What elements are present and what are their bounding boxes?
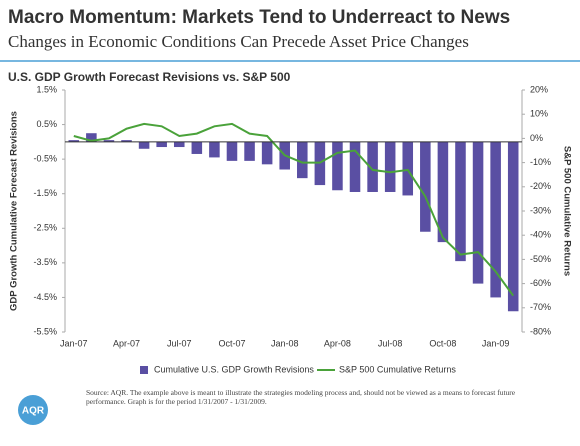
y-tick-label: -2.5% <box>33 223 57 233</box>
source-note: Source: AQR. The example above is meant … <box>86 388 516 406</box>
bar <box>86 133 97 142</box>
y2-axis-title: S&P 500 Cumulative Returns <box>561 146 572 276</box>
bar <box>244 141 255 161</box>
bar <box>332 141 343 191</box>
bar <box>384 141 396 192</box>
y-tick-label: 0.5% <box>36 119 57 129</box>
bar <box>209 141 220 158</box>
legend-swatch <box>140 366 148 374</box>
bar <box>68 140 80 142</box>
y-axis-title: GDP Growth Cumulative Forecast Revisions <box>9 111 20 311</box>
bar <box>490 141 501 298</box>
bar <box>507 141 519 312</box>
y2-tick-label: -30% <box>530 205 551 215</box>
bar <box>173 141 185 148</box>
x-tick-label: Jul-08 <box>378 338 403 348</box>
bar <box>191 141 203 154</box>
y2-tick-label: -40% <box>530 230 551 240</box>
y2-tick-label: 20% <box>530 84 548 94</box>
legend-label: S&P 500 Cumulative Returns <box>339 364 456 374</box>
bar <box>472 141 484 284</box>
page-subtitle: Changes in Economic Conditions Can Prece… <box>8 32 469 51</box>
chart-title: U.S. GDP Growth Forecast Revisions vs. S… <box>8 70 291 84</box>
y-tick-label: -5.5% <box>33 326 57 336</box>
bar <box>349 141 361 192</box>
bar <box>156 141 167 148</box>
line <box>73 122 515 297</box>
x-tick-label: Apr-08 <box>324 338 351 348</box>
page-title: Macro Momentum: Markets Tend to Underrea… <box>8 7 510 28</box>
bar <box>138 141 150 149</box>
bar <box>121 140 132 142</box>
bar <box>402 141 414 196</box>
y-tick-label: 1.5% <box>36 84 57 94</box>
y-tick-label: -4.5% <box>33 292 57 302</box>
y2-tick-label: -70% <box>530 302 551 312</box>
y2-tick-label: 0% <box>530 133 543 143</box>
y2-tick-label: 10% <box>530 109 548 119</box>
bar <box>297 141 308 179</box>
x-tick-label: Oct-08 <box>429 338 456 348</box>
y2-tick-label: -10% <box>530 157 551 167</box>
y2-tick-label: -80% <box>530 326 551 336</box>
y2-tick-label: -20% <box>530 181 551 191</box>
y-tick-label: -0.5% <box>33 154 57 164</box>
x-tick-label: Jan-08 <box>271 338 299 348</box>
x-tick-label: Jul-07 <box>167 338 192 348</box>
y-tick-label: -3.5% <box>33 257 57 267</box>
bar <box>367 141 378 192</box>
x-tick-label: Jan-07 <box>60 338 88 348</box>
y2-tick-label: -60% <box>530 278 551 288</box>
y2-tick-label: -50% <box>530 254 551 264</box>
bar <box>455 141 466 262</box>
logo <box>18 395 48 425</box>
bar <box>420 141 431 232</box>
x-tick-label: Apr-07 <box>113 338 140 348</box>
bar <box>261 141 273 165</box>
x-tick-label: Jan-09 <box>482 338 510 348</box>
bar <box>437 141 449 243</box>
bar <box>226 141 238 161</box>
x-tick-label: Oct-07 <box>218 338 245 348</box>
legend-label: Cumulative U.S. GDP Growth Revisions <box>154 364 314 374</box>
logo-text: AQR <box>22 406 45 417</box>
bar <box>103 140 115 142</box>
y-tick-label: -1.5% <box>33 188 57 198</box>
